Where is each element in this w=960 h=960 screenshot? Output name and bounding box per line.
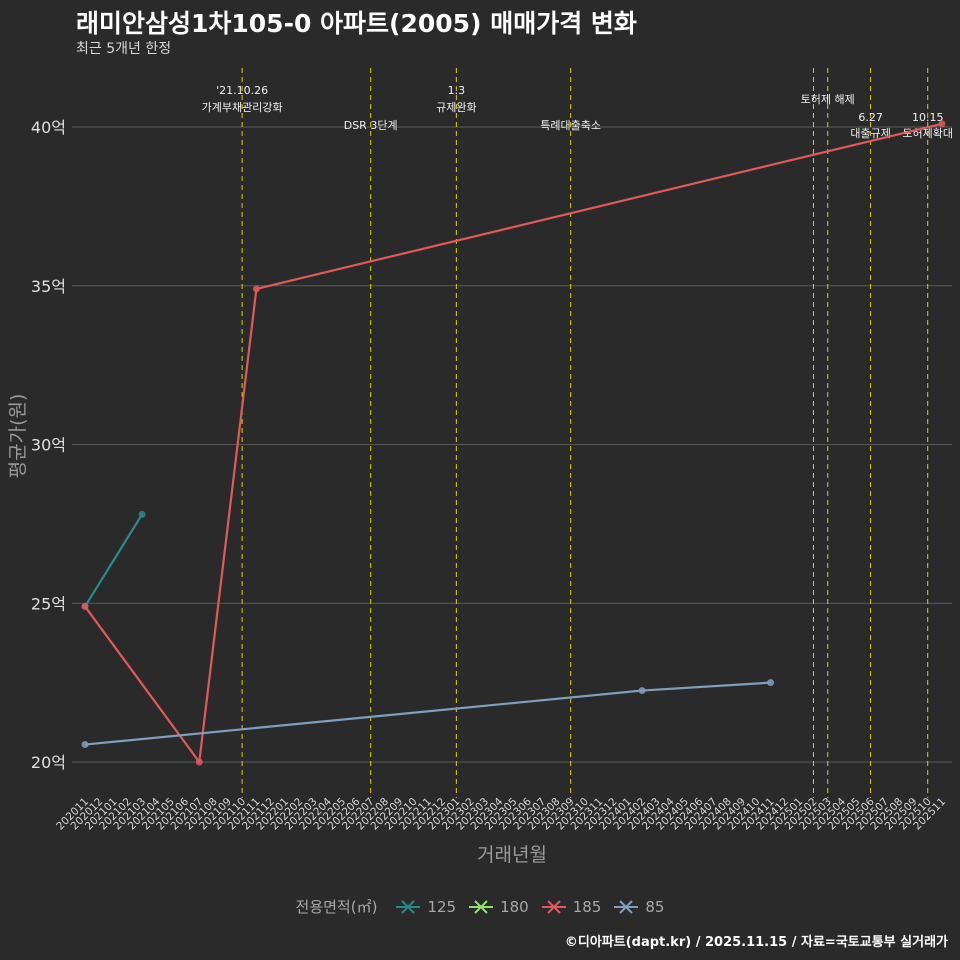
event-sublabel-202510: 토허제확대 (902, 127, 953, 140)
series-line-85 (84, 681, 771, 746)
event-label-202510: 10.15 (912, 111, 944, 124)
data-point-125-202103 (138, 510, 146, 518)
data-point-185-202011 (81, 602, 89, 610)
chart-title: 래미안삼성1차105-0 아파트(2005) 매매가격 변화 (76, 9, 637, 38)
y-tick-label: 20억 (31, 753, 66, 772)
event-label-202301: 1.3 (448, 84, 466, 97)
x-axis-label: 거래년월 (477, 844, 547, 866)
data-point-85-202011 (81, 741, 89, 749)
y-tick-label: 40억 (31, 118, 66, 137)
event-sublabel-202309: 특례대출축소 (540, 119, 601, 132)
legend-item-180: 180 (468, 898, 529, 916)
legend-key-125 (396, 899, 421, 914)
legend-key-185 (541, 899, 566, 914)
y-axis-label: 평균가(원) (7, 394, 29, 479)
event-label-202503: 토허제 해제 (801, 92, 855, 106)
data-point-185-202111 (252, 285, 260, 293)
event-sublabel-202301: 규제완화 (436, 101, 476, 114)
legend-item-185: 185 (541, 897, 602, 916)
axis-layer: 20억25억30억35억40억2020112020122021012021022… (31, 118, 948, 832)
grid-layer (72, 126, 952, 763)
series-line-185 (84, 122, 943, 764)
y-tick-label: 25억 (31, 594, 66, 613)
legend-item-85: 85 (613, 898, 664, 916)
legend-label-180: 180 (500, 897, 529, 916)
legend-item-125: 125 (395, 898, 456, 916)
legend-label-185: 185 (572, 897, 602, 916)
event-label-202506: 6.27 (858, 111, 883, 124)
y-tick-label: 30억 (31, 436, 66, 455)
data-point-185-202511 (938, 120, 946, 128)
event-label-202110: '21.10.26 (216, 84, 268, 97)
data-point-185-202107 (195, 758, 203, 766)
data-point-85-202402 (638, 687, 646, 695)
series-layer (81, 120, 946, 766)
chart-subtitle: 최근 5개년 한정 (76, 41, 172, 57)
legend: 전용면적(㎡) 125 180 185 85 (0, 896, 960, 917)
legend-label-85: 85 (645, 897, 665, 916)
legend-title: 전용면적(㎡) (295, 898, 378, 916)
data-point-85-202411 (767, 679, 775, 687)
source-caption: ©디아파트(dapt.kr) / 2025.11.15 / 자료=국토교통부 실… (564, 935, 948, 950)
event-sublabel-202110: 가계부채관리강화 (202, 101, 283, 114)
y-tick-label: 35억 (31, 277, 66, 296)
series-line-125 (84, 513, 144, 608)
legend-key-85 (614, 899, 639, 914)
legend-label-125: 125 (427, 897, 457, 916)
event-sublabel-202207: DSR 3단계 (344, 119, 398, 132)
legend-key-180 (469, 899, 494, 914)
event-sublabel-202506: 대출규제 (850, 127, 890, 140)
